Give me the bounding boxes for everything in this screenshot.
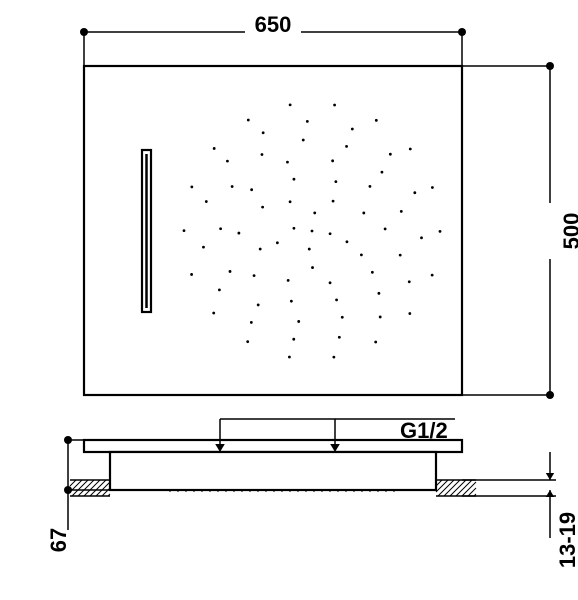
dim-section-height-label: 67	[46, 528, 71, 552]
plan-view	[84, 66, 462, 395]
dim-height-label: 500	[559, 213, 578, 250]
ceiling-hatch	[436, 480, 476, 496]
dim-width-label: 650	[255, 12, 292, 37]
shower-body	[110, 452, 436, 490]
ceiling-hatch	[70, 480, 110, 496]
section-view	[70, 440, 476, 496]
shower-plate	[84, 66, 462, 395]
thread-label: G1/2	[400, 418, 448, 443]
dim-depth-label: 13-19	[555, 512, 578, 568]
